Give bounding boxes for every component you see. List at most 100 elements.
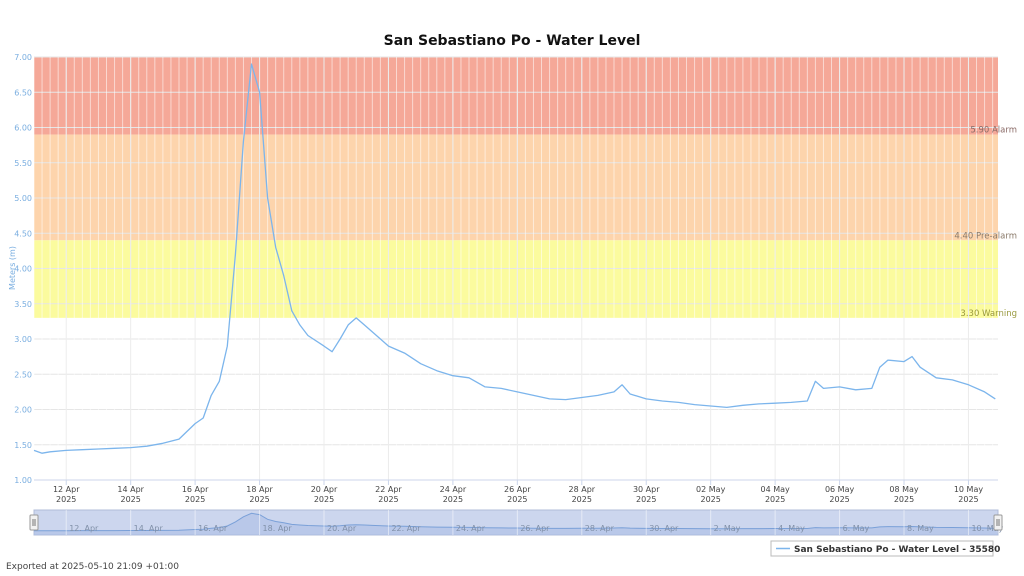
data-point — [227, 346, 228, 347]
data-point — [597, 395, 598, 396]
data-point — [678, 402, 679, 403]
navigator-tick-label: 24. Apr — [456, 524, 486, 533]
data-point — [984, 391, 985, 392]
data-point — [791, 402, 792, 403]
data-point — [203, 417, 204, 418]
navigator-right-handle[interactable] — [993, 514, 1003, 531]
data-point — [436, 370, 437, 371]
data-point — [275, 247, 276, 248]
data-point — [912, 356, 913, 357]
x-tick-year: 2025 — [507, 495, 527, 504]
navigator-tick-label: 10. May — [971, 524, 1003, 533]
navigator-left-handle[interactable] — [29, 514, 39, 531]
data-point — [267, 197, 268, 198]
navigator-tick-label: 30. Apr — [649, 524, 679, 533]
plot-area — [33, 63, 996, 454]
data-point — [694, 404, 695, 405]
data-point — [340, 338, 341, 339]
navigator-tick-label: 2. May — [714, 524, 741, 533]
data-point — [259, 92, 260, 93]
x-tick-label: 04 May — [760, 485, 790, 494]
export-timestamp: Exported at 2025-05-10 21:09 +01:00 — [6, 562, 179, 572]
x-tick-label: 06 May — [825, 485, 855, 494]
x-tick-label: 08 May — [889, 485, 919, 494]
navigator[interactable]: 12. Apr 14. Apr 16. Apr 18. Apr 20. Apr 22. A… — [29, 509, 1004, 536]
data-point — [178, 439, 179, 440]
data-point — [162, 443, 163, 444]
x-tick-year: 2025 — [829, 495, 849, 504]
navigator-tick-label: 16. Apr — [198, 524, 228, 533]
x-tick-label: 10 May — [954, 485, 984, 494]
threshold-label-1: 4.40 Pre-alarm — [954, 231, 1017, 241]
data-point — [807, 400, 808, 401]
data-point — [211, 395, 212, 396]
y-tick-label: 6.50 — [14, 88, 32, 97]
data-point — [348, 324, 349, 325]
data-point — [742, 405, 743, 406]
data-point — [468, 377, 469, 378]
y-tick-label: 3.00 — [14, 335, 32, 344]
data-point — [871, 388, 872, 389]
chart-title: San Sebastiano Po - Water Level — [384, 33, 641, 49]
data-point — [517, 391, 518, 392]
y-tick-label: 4.00 — [14, 265, 32, 274]
x-tick-year: 2025 — [56, 495, 76, 504]
data-point — [613, 391, 614, 392]
x-tick-label: 16 Apr — [182, 485, 209, 494]
data-point — [581, 397, 582, 398]
y-tick-label: 1.00 — [14, 476, 32, 485]
data-point — [372, 331, 373, 332]
y-tick-label: 5.00 — [14, 194, 32, 203]
data-point — [887, 360, 888, 361]
x-tick-label: 30 Apr — [633, 485, 660, 494]
data-point — [291, 310, 292, 311]
data-point — [283, 275, 284, 276]
data-point — [251, 63, 252, 64]
data-point — [307, 335, 308, 336]
y-tick-label: 1.50 — [14, 441, 32, 450]
navigator-tick-label: 4. May — [778, 524, 805, 533]
x-tick-label: 18 Apr — [246, 485, 273, 494]
data-point — [146, 446, 147, 447]
navigator-tick-label: 18. Apr — [263, 524, 293, 533]
data-point — [646, 398, 647, 399]
data-point — [936, 377, 937, 378]
data-point — [130, 447, 131, 448]
legend[interactable]: San Sebastiano Po - Water Level - 35580 — [770, 540, 1000, 557]
data-point — [879, 367, 880, 368]
navigator-tick-label: 28. Apr — [585, 524, 615, 533]
legend-item-label[interactable]: San Sebastiano Po - Water Level - 35580 — [794, 545, 1000, 555]
data-point — [662, 400, 663, 401]
navigator-series-line — [33, 512, 996, 532]
y-tick-label: 4.50 — [14, 229, 32, 238]
x-tick-label: 14 Apr — [117, 485, 144, 494]
data-point — [565, 399, 566, 400]
x-tick-year: 2025 — [443, 495, 463, 504]
data-point — [968, 384, 969, 385]
x-tick-label: 20 Apr — [311, 485, 338, 494]
threshold-label-2: 3.30 Warning — [960, 309, 1017, 319]
data-point — [775, 403, 776, 404]
x-tick-label: 24 Apr — [440, 485, 467, 494]
data-point — [855, 389, 856, 390]
legend-box[interactable] — [770, 540, 994, 557]
x-tick-year: 2025 — [185, 495, 205, 504]
x-tick-year: 2025 — [249, 495, 269, 504]
x-tick-label: 12 Apr — [53, 485, 80, 494]
data-point — [219, 381, 220, 382]
x-tick-year: 2025 — [120, 495, 140, 504]
x-tick-year: 2025 — [636, 495, 656, 504]
data-point — [404, 353, 405, 354]
data-point — [533, 395, 534, 396]
x-tick-year: 2025 — [378, 495, 398, 504]
y-axis-label: Meters (m) — [8, 246, 17, 290]
threshold-label-0: 5.90 Alarm — [970, 126, 1017, 136]
data-point — [420, 363, 421, 364]
y-tick-label: 2.00 — [14, 406, 32, 415]
data-point — [622, 384, 623, 385]
grid-lines — [33, 56, 998, 481]
data-point — [364, 324, 365, 325]
y-tick-label: 7.00 — [14, 53, 32, 62]
